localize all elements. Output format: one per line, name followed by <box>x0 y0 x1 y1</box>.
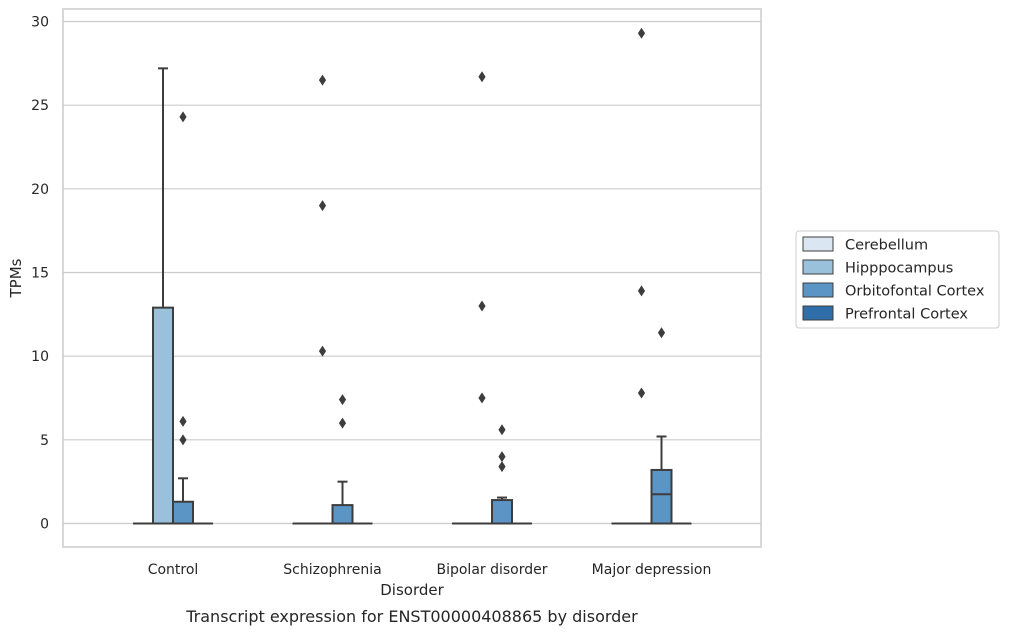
y-tick-label: 20 <box>31 182 49 198</box>
y-tick-label: 25 <box>31 98 49 114</box>
outlier-point <box>338 417 347 429</box>
x-tick-label: Schizophrenia <box>283 562 381 578</box>
outlier-point <box>657 327 666 339</box>
outlier-point <box>179 111 187 123</box>
y-tick-label: 10 <box>31 349 49 365</box>
x-tick-label: Control <box>148 562 199 578</box>
outlier-point <box>498 424 506 436</box>
outlier-point <box>498 461 506 473</box>
outlier-point <box>498 451 506 463</box>
outlier-point <box>637 285 646 297</box>
x-axis-title: Disorder <box>380 581 444 599</box>
legend-swatch <box>802 236 834 252</box>
chart-caption: Transcript expression for ENST0000040886… <box>185 607 638 626</box>
outlier-point <box>637 27 646 39</box>
x-tick-label: Bipolar disorder <box>436 562 547 578</box>
y-tick-labels: 0 5 10 15 20 25 30 <box>31 15 49 533</box>
y-axis-title: TPMs <box>7 258 25 298</box>
legend-swatch <box>802 282 834 298</box>
legend-swatch <box>802 305 834 321</box>
legend: Cerebellum Hipppocampus Orbitofontal Corte… <box>795 230 1000 329</box>
outlier-point <box>318 345 327 357</box>
outlier-point <box>318 200 327 212</box>
x-tick-label: Major depression <box>592 562 712 578</box>
grid-lines <box>63 20 761 525</box>
outlier-point <box>478 71 486 83</box>
legend-swatch <box>802 259 834 275</box>
y-tick-label: 30 <box>31 15 49 31</box>
outlier-point <box>179 415 187 427</box>
box <box>152 306 174 525</box>
legend-label: Hipppocampus <box>845 261 953 277</box>
box <box>650 468 673 525</box>
outlier-point <box>637 387 646 399</box>
box <box>491 499 513 525</box>
x-tick-labels: Control Schizophrenia Bipolar disorder Majo… <box>148 562 712 578</box>
outlier-point <box>179 434 187 446</box>
legend-frame <box>795 230 1000 329</box>
outlier-point <box>338 394 347 406</box>
box <box>331 504 354 525</box>
box <box>172 500 194 525</box>
y-tick-label: 15 <box>31 266 49 282</box>
outlier-point <box>318 74 327 86</box>
outlier-point <box>478 300 486 312</box>
plot-frame <box>62 8 762 548</box>
legend-label: Prefrontal Cortex <box>845 307 968 323</box>
boxes <box>133 67 692 525</box>
legend-label: Orbitofontal Cortex <box>845 284 985 300</box>
outlier-point <box>478 392 486 404</box>
y-tick-label: 0 <box>40 517 49 533</box>
legend-label: Cerebellum <box>845 238 928 254</box>
outlier-points <box>179 27 666 473</box>
y-tick-label: 5 <box>40 433 49 449</box>
